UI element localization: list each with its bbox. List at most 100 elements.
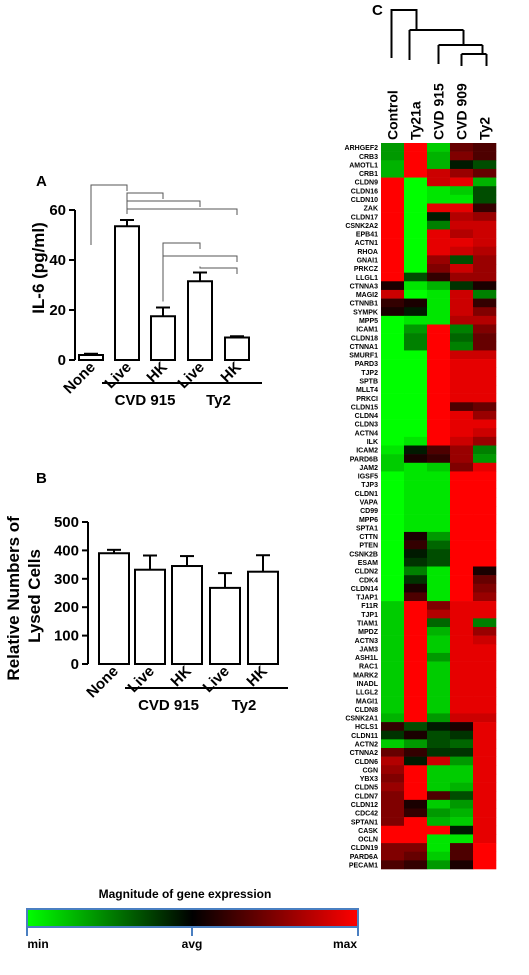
gene-label: PRKCI (356, 396, 378, 403)
gene-label: CLDN5 (355, 785, 378, 792)
legend-avg-label: avg (182, 937, 203, 951)
gene-label: CSNK2A1 (345, 716, 378, 723)
heatmap-cell (427, 333, 451, 343)
gene-label: MPP6 (359, 517, 378, 524)
heatmap-cell (381, 575, 405, 585)
heatmap-cell (404, 350, 428, 360)
heatmap-cell (427, 376, 451, 386)
heatmap-cell (381, 661, 405, 671)
heatmap-cell (381, 385, 405, 394)
heatmap-cell (381, 151, 405, 161)
heatmap-cell (473, 315, 497, 325)
gene-label: HCLS1 (355, 724, 378, 731)
heatmap-cell (450, 229, 474, 239)
heatmap-cell (473, 739, 497, 749)
heatmap-cell (427, 194, 451, 204)
heatmap-cell (404, 618, 428, 628)
heatmap-cell (473, 238, 497, 248)
heatmap-cell (404, 264, 428, 273)
heatmap-cell (404, 791, 428, 801)
gene-label: TJP3 (361, 482, 378, 489)
heatmap-cell (473, 255, 497, 265)
heatmap-cell (450, 220, 474, 230)
gene-label: RHOA (357, 249, 378, 256)
heatmap-cell (404, 462, 428, 472)
heatmap-cell (381, 834, 405, 844)
heatmap-cell (404, 393, 428, 403)
b-x-tick-label: Live (200, 663, 233, 696)
heatmap-cell (450, 583, 474, 593)
gene-label: CTNNA2 (350, 750, 378, 757)
heatmap-cell (404, 557, 428, 567)
heatmap-cell (404, 168, 428, 178)
heatmap-cell (381, 687, 405, 697)
heatmap-cell (381, 592, 405, 602)
heatmap-cell (404, 203, 428, 213)
heatmap-cell (473, 730, 497, 740)
heatmap-cell (381, 549, 405, 559)
b-x-tick-label: Live (125, 663, 158, 696)
heatmap-cell (381, 436, 405, 446)
heatmap-cell (473, 609, 497, 619)
heatmap-cell (404, 566, 428, 576)
heatmap-cell (473, 359, 497, 369)
heatmap-cell (450, 143, 474, 152)
heatmap-cell (450, 255, 474, 265)
panel-c-column-labels: Control Ty21a CVD 915 CVD 909 Ty2 (385, 83, 493, 140)
heatmap-cell (404, 825, 428, 835)
heatmap-cell (381, 212, 405, 222)
heatmap-cell (404, 592, 428, 602)
heatmap-cell (404, 367, 428, 377)
heatmap-cell (381, 264, 405, 273)
a-comparison-bracket (126, 192, 164, 214)
heatmap-cell (473, 670, 497, 680)
heatmap-cell (404, 713, 428, 723)
gene-label: TIAM1 (357, 621, 378, 628)
heatmap-cell (381, 497, 405, 507)
heatmap-cell (473, 799, 497, 809)
heatmap-cell (450, 635, 474, 645)
heatmap-cell (427, 739, 451, 749)
gene-label: CTNNB1 (350, 301, 378, 308)
heatmap-cell (473, 333, 497, 343)
heatmap-cell (450, 782, 474, 792)
heatmap-cell (427, 609, 451, 619)
heatmap-cell (450, 557, 474, 567)
a-y-tick-label: 60 (49, 202, 66, 219)
panel-a-group-labels: CVD 915 Ty2 (102, 382, 262, 409)
dendrogram-branch (437, 44, 484, 64)
heatmap-cell (404, 549, 428, 559)
gene-label: SPTB (359, 379, 378, 386)
panel-b-y-axis-label: Relative Numbers of Lysed Cells (4, 511, 44, 680)
heatmap-column-label: Ty2 (477, 117, 493, 140)
gene-label: CLDN2 (355, 569, 378, 576)
heatmap-cell (427, 264, 451, 273)
b-group-label: Ty2 (232, 697, 257, 714)
heatmap-cell (427, 220, 451, 230)
heatmap-cell (427, 428, 451, 438)
heatmap-cell (427, 549, 451, 559)
heatmap-cell (404, 834, 428, 844)
heatmap-cell (450, 436, 474, 446)
gene-label: ILK (367, 439, 378, 446)
heatmap-cell (381, 531, 405, 541)
heatmap-cell (473, 566, 497, 576)
gene-label: MAGI2 (356, 292, 378, 299)
heatmap-cell (404, 627, 428, 636)
heatmap-cell (404, 289, 428, 299)
heatmap-cell (404, 307, 428, 317)
gene-label: ARHGEF2 (345, 145, 379, 152)
heatmap-cell (450, 514, 474, 524)
heatmap-cell (381, 523, 405, 533)
heatmap-cell (473, 143, 497, 152)
heatmap-column-label: CVD 915 (431, 83, 447, 140)
heatmap-cell (473, 549, 497, 559)
gene-label: F11R (361, 603, 378, 610)
heatmap-cell (427, 480, 451, 490)
heatmap-cell (404, 722, 428, 732)
heatmap-cell (473, 531, 497, 541)
heatmap-cell (381, 652, 405, 662)
a-y-tick-label: 20 (49, 302, 66, 319)
heatmap-cell (427, 808, 451, 818)
heatmap-cell (381, 220, 405, 230)
